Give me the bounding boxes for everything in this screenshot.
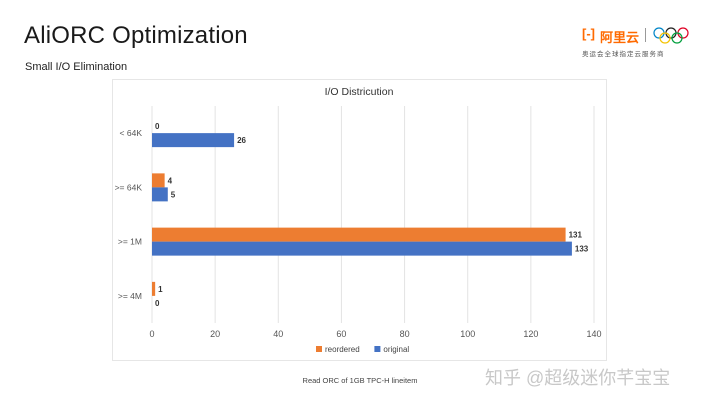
chart-title: I/O Districution xyxy=(325,86,394,98)
watermark: 知乎 @超级迷你芊宝宝 xyxy=(485,368,671,388)
logo-divider xyxy=(645,28,646,42)
legend-swatch-original xyxy=(374,346,381,352)
slide-title: AliORC Optimization xyxy=(24,22,248,49)
data-label: 26 xyxy=(237,136,246,145)
x-tick-label: 140 xyxy=(586,329,601,339)
olympic-rings-icon xyxy=(653,27,689,44)
x-tick-label: 40 xyxy=(273,329,283,339)
x-tick-label: 60 xyxy=(336,329,346,339)
x-tick-label: 120 xyxy=(523,329,538,339)
data-label: 0 xyxy=(155,299,160,308)
bar-reordered xyxy=(152,281,156,296)
aliyun-brand-name: 阿里云 xyxy=(600,30,640,45)
legend-swatch-reordered xyxy=(316,346,322,352)
legend-label-original: original xyxy=(383,345,409,354)
footer-note: Read ORC of 1GB TPC-H lineitem xyxy=(302,376,418,385)
x-tick-label: 80 xyxy=(400,329,410,339)
bar-reordered xyxy=(152,227,566,242)
x-tick-label: 0 xyxy=(149,329,154,339)
bar-original xyxy=(152,133,235,148)
aliyun-mark-icon: [-] xyxy=(582,26,595,41)
data-label: 1 xyxy=(158,285,163,294)
legend-label-reordered: reordered xyxy=(325,345,360,354)
data-label: 131 xyxy=(569,231,583,240)
x-tick-label: 20 xyxy=(210,329,220,339)
data-label: 133 xyxy=(575,245,589,254)
data-label: 4 xyxy=(168,176,173,185)
bar-reordered xyxy=(152,173,165,188)
data-label: 5 xyxy=(171,190,176,199)
slide-subtitle: Small I/O Elimination xyxy=(25,61,128,73)
logo-partner-text: 奥运会全球指定云服务商 xyxy=(582,51,665,58)
x-tick-label: 100 xyxy=(460,329,475,339)
category-label: >= 1M xyxy=(118,237,142,247)
bar-original xyxy=(152,241,572,256)
category-label: < 64K xyxy=(120,128,143,138)
category-label: >= 64K xyxy=(115,182,143,192)
aliyun-logo: [-] 阿里云 奥运会全球指定云服务商 xyxy=(582,26,702,60)
category-label: >= 4M xyxy=(118,291,142,301)
chart-frame: I/O Districution 0 20 40 60 80 100 120 140 < 64K 0… xyxy=(112,79,607,361)
bar-original xyxy=(152,187,168,202)
data-label: 0 xyxy=(155,122,160,131)
